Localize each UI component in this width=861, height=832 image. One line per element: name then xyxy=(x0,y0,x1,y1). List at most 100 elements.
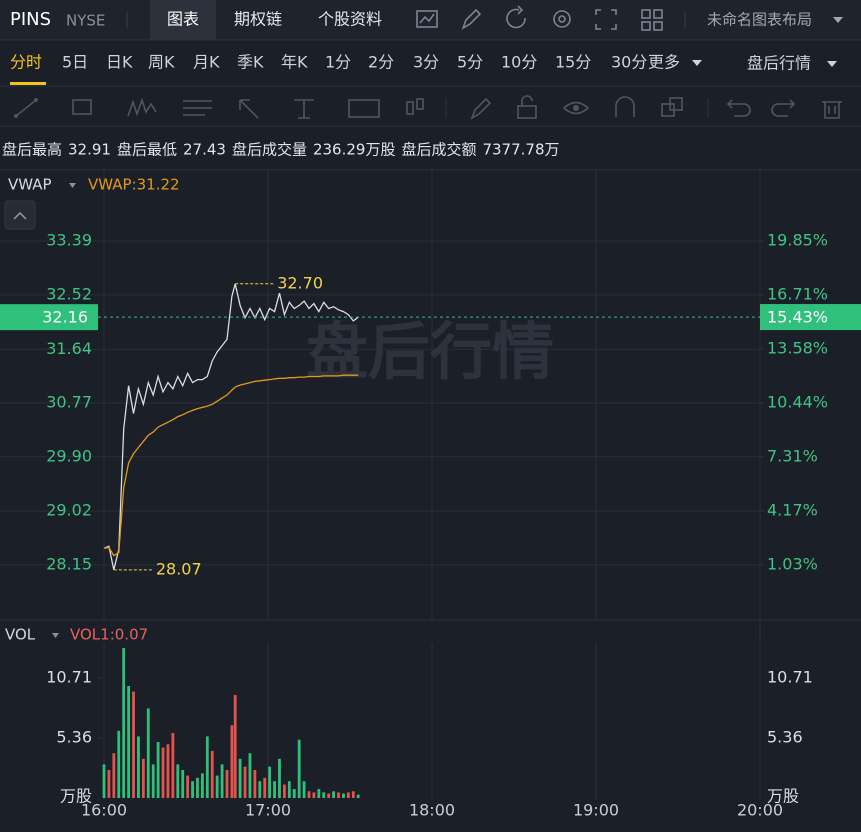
volume-bar xyxy=(112,753,116,798)
period-button[interactable]: 日K xyxy=(106,53,133,72)
tool-rect[interactable] xyxy=(72,99,92,115)
volume-bar xyxy=(322,792,326,798)
period-bar: 分时 5日 日K 周K 月K 季K 年K 1分 2分 3分 5分 10分 15分 30分 xyxy=(10,53,647,72)
volume-bar xyxy=(225,769,229,798)
volume-bar xyxy=(258,781,262,798)
last-price-label: 32.16 xyxy=(42,308,88,327)
tool-magnet[interactable] xyxy=(615,96,635,117)
tool-lock[interactable] xyxy=(517,95,537,119)
y2-tick-label: 4.17% xyxy=(767,500,818,519)
tool-arrow[interactable] xyxy=(239,99,259,119)
tool-text[interactable] xyxy=(294,99,314,119)
period-button[interactable]: 3分 xyxy=(413,53,439,72)
tool-fib[interactable] xyxy=(183,100,212,116)
y-tick-label: 5.36 xyxy=(56,727,92,746)
indicator-value: VOL1:0.07 xyxy=(70,626,148,644)
tool-wave[interactable] xyxy=(127,97,157,117)
period-button[interactable]: 2分 xyxy=(368,53,394,72)
icon-layout[interactable] xyxy=(641,9,663,31)
drawing-toolbar xyxy=(14,95,842,120)
price-line xyxy=(103,283,359,570)
period-button[interactable]: 月K xyxy=(193,53,220,72)
period-button[interactable]: 30分 xyxy=(611,53,647,72)
dropdown-arrow xyxy=(833,17,843,23)
collapse-button[interactable] xyxy=(4,200,36,230)
y2-tick-label: 10.71 xyxy=(767,668,813,687)
layout-name[interactable]: 未命名图表布局 xyxy=(707,11,812,29)
y2-tick-label: 1.03% xyxy=(767,554,818,573)
indicator-value: VWAP:31.22 xyxy=(88,176,180,194)
last-change-label: 15.43% xyxy=(767,308,828,327)
tab[interactable]: 图表 xyxy=(167,10,199,29)
stat-value: 32.91 xyxy=(68,141,111,159)
y2-tick-label: 13.58% xyxy=(767,338,828,357)
volume-bar xyxy=(337,792,340,798)
icon-indicator[interactable] xyxy=(416,10,438,28)
volume-bar xyxy=(141,758,145,798)
period-button[interactable]: 15分 xyxy=(555,53,591,72)
period-button[interactable]: 分时 xyxy=(10,53,42,72)
indicator-name: VWAP xyxy=(8,176,52,194)
y2-tick-label: 19.85% xyxy=(767,230,828,249)
period-button[interactable]: 周K xyxy=(148,53,175,72)
y2-tick-label: 10.44% xyxy=(767,392,828,411)
volume-bar xyxy=(196,777,199,798)
more-button[interactable]: 更多 xyxy=(648,53,680,72)
period-button[interactable]: 季K xyxy=(237,53,264,72)
annotation-label: 28.07 xyxy=(156,559,202,578)
tool-eye[interactable] xyxy=(562,101,590,115)
tool-pen[interactable] xyxy=(470,97,492,120)
y-tick-label: 32.52 xyxy=(46,284,92,303)
volume-bar xyxy=(102,764,106,798)
period-button[interactable]: 1分 xyxy=(325,53,351,72)
y-tick-label: 29.90 xyxy=(46,446,92,465)
volume-bar xyxy=(201,773,204,798)
volume-bar xyxy=(297,739,301,798)
toolbar-icons xyxy=(416,5,663,31)
volume-bar xyxy=(122,647,126,798)
volume-bar xyxy=(186,775,190,798)
icon-refresh[interactable] xyxy=(506,5,526,29)
icon-fullscreen[interactable] xyxy=(595,9,617,30)
x-tick-label: 17:00 xyxy=(245,801,291,820)
annotation-label: 32.70 xyxy=(277,273,323,292)
tool-redo[interactable] xyxy=(771,99,796,117)
icon-settings[interactable] xyxy=(553,10,571,28)
dropdown-arrow xyxy=(69,183,76,188)
y2-tick-label: 7.31% xyxy=(767,446,818,465)
stat-value: 7377.78万 xyxy=(482,141,559,159)
tab[interactable]: 期权链 xyxy=(234,10,282,29)
active-period-underline xyxy=(10,82,46,85)
tab[interactable]: 个股资料 xyxy=(318,10,382,29)
volume-bar xyxy=(127,685,130,798)
volume-bar xyxy=(248,753,252,798)
stat-label: 盘后最高 xyxy=(2,141,62,159)
last-price-box xyxy=(0,304,98,331)
volume-bar xyxy=(107,769,111,798)
period-button[interactable]: 10分 xyxy=(501,53,537,72)
tool-line[interactable] xyxy=(14,98,38,118)
last-change-box xyxy=(760,304,861,331)
session-select[interactable]: 盘后行情 xyxy=(747,54,811,73)
dropdown-arrow xyxy=(827,61,837,67)
volume-bar xyxy=(346,792,350,798)
dropdown-arrow xyxy=(52,633,59,638)
watermark: 盘后行情 xyxy=(306,315,554,388)
tool-candle[interactable] xyxy=(406,98,424,115)
y2-tick-label: 16.71% xyxy=(767,285,828,304)
indicator-name: VOL xyxy=(5,626,36,644)
period-button[interactable]: 年K xyxy=(281,53,308,72)
tool-undo[interactable] xyxy=(726,99,751,117)
tool-layers[interactable] xyxy=(661,97,683,117)
volume-bar xyxy=(351,791,355,798)
volume-bar xyxy=(137,736,140,798)
unit-label: 万股 xyxy=(767,787,799,806)
tool-delete[interactable] xyxy=(822,101,842,119)
tool-note[interactable] xyxy=(348,99,380,118)
volume-bar xyxy=(302,781,306,798)
icon-draw[interactable] xyxy=(461,8,482,30)
volume-bar xyxy=(146,708,150,798)
period-button[interactable]: 5分 xyxy=(457,53,483,72)
period-button[interactable]: 5日 xyxy=(62,53,88,72)
stat-value: 27.43 xyxy=(183,141,226,159)
